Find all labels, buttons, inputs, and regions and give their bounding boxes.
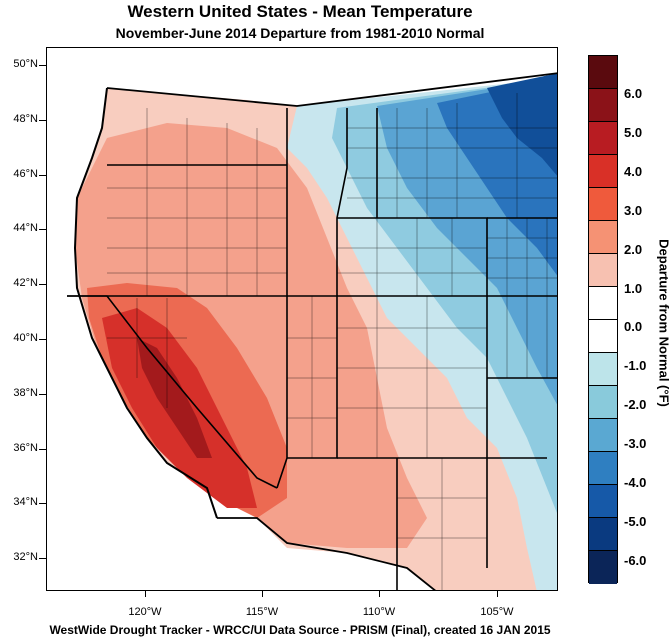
map-canvas xyxy=(67,72,557,590)
latitude-tick xyxy=(39,65,46,66)
colorbar-swatch xyxy=(589,287,617,320)
colorbar-label: 4.0 xyxy=(624,163,643,179)
colorbar-title: Departure from Normal (°F) xyxy=(656,239,672,407)
latitude-tick xyxy=(39,174,46,176)
latitude-label: 42°N xyxy=(13,277,38,290)
latitude-tick xyxy=(39,558,46,560)
colorbar-swatch xyxy=(589,155,617,188)
colorbar-label: -2.0 xyxy=(624,397,647,413)
coastline xyxy=(73,87,218,519)
colorbar-swatch xyxy=(589,122,617,155)
colorbar-label: 5.0 xyxy=(624,124,643,140)
latitude-label: 44°N xyxy=(13,222,38,235)
northern-border xyxy=(106,72,557,107)
cool-deep-zone xyxy=(487,73,557,176)
colorbar-swatch xyxy=(589,419,617,452)
map-footer: WestWide Drought Tracker - WRCC/UI Data … xyxy=(49,623,551,637)
latitude-label: 48°N xyxy=(13,112,38,125)
latitude-tick xyxy=(39,284,46,286)
latitude-tick xyxy=(39,229,46,231)
longitude-tick xyxy=(497,591,498,597)
latitude-tick xyxy=(39,393,46,395)
colorbar-label: 0.0 xyxy=(624,319,643,335)
colorbar-swatch xyxy=(589,320,617,353)
colorbar-swatch xyxy=(589,518,617,551)
latitude-label: 32°N xyxy=(13,551,38,564)
colorbar-swatch xyxy=(589,452,617,485)
longitude-tick xyxy=(262,591,263,597)
longitude-label: 110°W xyxy=(362,606,396,618)
colorbar-label: 1.0 xyxy=(624,280,643,296)
map-subtitle: November-June 2014 Departure from 1981-2… xyxy=(115,25,485,41)
latitude-tick xyxy=(39,339,46,340)
colorbar-label: 6.0 xyxy=(624,86,643,101)
colorbar-label: -3.0 xyxy=(624,436,647,452)
southern-border xyxy=(217,517,436,590)
colorbar-swatch xyxy=(589,551,617,584)
warm-deep-zone xyxy=(137,338,212,458)
colorbar-swatch xyxy=(589,188,617,221)
map-title: Western United States - Mean Temperature xyxy=(127,2,473,21)
colorbar-label: 3.0 xyxy=(624,202,643,218)
colorbar-label: -4.0 xyxy=(624,475,647,490)
colorbar-swatch xyxy=(589,254,617,287)
colorbar-label: -1.0 xyxy=(624,358,647,374)
colorbar-swatch xyxy=(589,221,617,254)
latitude-tick xyxy=(39,119,46,121)
latitude-label: 34°N xyxy=(13,496,38,509)
latitude-label: 40°N xyxy=(13,332,38,344)
colorbar-swatch xyxy=(589,353,617,386)
longitude-label: 115°W xyxy=(245,606,279,618)
latitude-tick xyxy=(39,448,46,450)
longitude-label: 120°W xyxy=(128,606,162,618)
longitude-tick xyxy=(145,591,146,597)
latitude-label: 46°N xyxy=(13,167,38,180)
longitude-tick xyxy=(379,591,380,597)
latitude-tick xyxy=(39,503,46,505)
colorbar-label: -5.0 xyxy=(624,513,647,529)
colorbar-label: -6.0 xyxy=(624,552,647,568)
latitude-label: 38°N xyxy=(13,386,38,399)
colorbar-label: 2.0 xyxy=(624,241,643,257)
colorbar-swatch xyxy=(589,56,617,89)
temperature-map xyxy=(46,47,558,591)
longitude-label: 105°W xyxy=(480,606,514,618)
colorbar xyxy=(588,55,618,584)
latitude-label: 50°N xyxy=(13,58,38,70)
colorbar-swatch xyxy=(589,89,617,122)
colorbar-swatch xyxy=(589,386,617,419)
latitude-label: 36°N xyxy=(13,441,38,454)
county-lines xyxy=(107,93,557,590)
colorbar-swatch xyxy=(589,485,617,518)
